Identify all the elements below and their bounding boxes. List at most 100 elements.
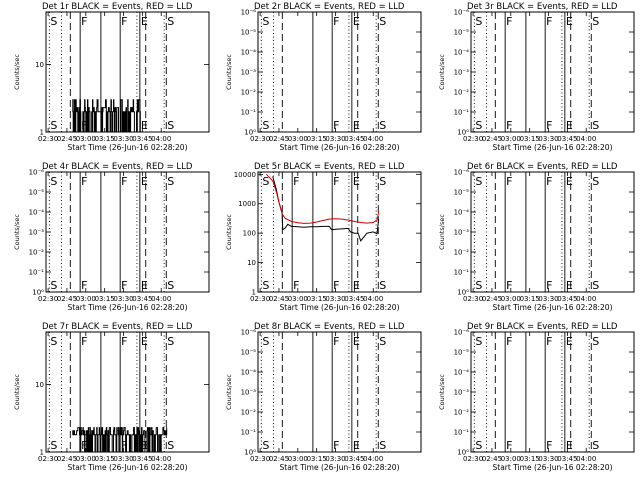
- marker-letter: S: [167, 119, 174, 132]
- y-tick-label: 10: [247, 259, 256, 267]
- y-tick-label: 10⁻⁴: [241, 49, 257, 57]
- marker-letter: S: [592, 119, 599, 132]
- y-tick-label: 10⁻⁵: [241, 349, 257, 357]
- x-tick-label: 03:30: [325, 295, 345, 303]
- y-tick-label: 10⁻⁵: [241, 29, 257, 37]
- marker-letter: F: [506, 175, 512, 188]
- x-axis-label: Start Time (26-Jun-16 02:28:20): [68, 143, 188, 152]
- y-axis-label: Counts/sec: [438, 374, 446, 410]
- y-tick-label: 10⁻³: [454, 229, 470, 237]
- y-tick-label: 10⁰: [457, 129, 469, 137]
- marker-letter: E: [141, 175, 148, 188]
- marker-letter: S: [167, 439, 174, 452]
- marker-letter: S: [379, 15, 386, 28]
- y-tick-label: 10⁻²: [454, 249, 470, 257]
- marker-letter: E: [141, 335, 148, 348]
- y-tick-label: 10⁻¹: [454, 109, 470, 117]
- x-tick-label: 03:00: [288, 295, 308, 303]
- y-tick-label: 10000: [234, 171, 256, 179]
- marker-letter: F: [506, 439, 512, 452]
- marker-letter: F: [546, 119, 552, 132]
- x-tick-label: 03:30: [325, 455, 345, 463]
- y-tick-label: 10⁻³: [241, 69, 257, 77]
- panel-det-7r: Det 7r BLACK = Events, RED = LLDSSFFFFEE…: [13, 322, 210, 472]
- x-tick-label: 03:45: [344, 135, 364, 143]
- panel-det-5r: Det 5r BLACK = Events, RED = LLD S S F F F F E E…: [225, 162, 422, 312]
- series-events: [272, 176, 380, 242]
- plot-frame: [257, 171, 422, 293]
- x-tick-label: 02:30: [250, 455, 270, 463]
- y-tick-label: 10⁻⁶: [454, 329, 470, 337]
- marker-letter: E: [566, 335, 573, 348]
- x-tick-label: 03:15: [520, 135, 540, 143]
- y-tick-label: 10⁻⁵: [454, 349, 470, 357]
- x-tick-label: 03:00: [501, 135, 521, 143]
- marker-letter: F: [121, 439, 127, 452]
- marker-letter: F: [293, 175, 299, 188]
- marker-letter: F: [81, 175, 87, 188]
- y-tick-label: 10⁰: [32, 289, 44, 297]
- x-tick-label: 03:00: [76, 135, 96, 143]
- marker-letter: F: [333, 439, 339, 452]
- marker-letter: F: [121, 15, 127, 28]
- x-tick-label: 03:15: [307, 135, 327, 143]
- y-tick-label: 10⁻⁴: [454, 209, 470, 217]
- marker-letter: S: [50, 175, 57, 188]
- y-tick-label: 10⁰: [457, 289, 469, 297]
- x-tick-label: 03:30: [538, 135, 558, 143]
- marker-letter: S: [379, 439, 386, 452]
- y-axis-label: Counts/sec: [13, 54, 21, 90]
- x-tick-label: 04:00: [151, 135, 171, 143]
- y-tick-label: 1: [40, 449, 44, 457]
- x-tick-label: 03:30: [538, 455, 558, 463]
- y-tick-label: 1: [252, 289, 256, 297]
- marker-letter: F: [121, 335, 127, 348]
- plot-frame: [45, 331, 210, 453]
- marker-letter: S: [50, 335, 57, 348]
- y-axis-label: Counts/sec: [225, 54, 233, 90]
- marker-letter: S: [262, 119, 269, 132]
- x-tick-label: 03:30: [113, 455, 133, 463]
- marker-letter: E: [566, 15, 573, 28]
- y-tick-label: 10⁻¹: [454, 269, 470, 277]
- x-tick-label: 02:30: [38, 295, 58, 303]
- y-axis-label: Counts/sec: [438, 54, 446, 90]
- x-tick-label: 03:45: [132, 295, 152, 303]
- marker-letter: E: [353, 335, 360, 348]
- y-tick-label: 10⁻⁶: [241, 329, 257, 337]
- panel-title: Det 8r BLACK = Events, RED = LLD: [254, 322, 405, 332]
- y-tick-label: 10⁰: [244, 449, 256, 457]
- panel-title: Det 9r BLACK = Events, RED = LLD: [467, 322, 618, 332]
- marker-letter: E: [353, 439, 360, 452]
- y-tick-label: 10⁻⁴: [29, 209, 45, 217]
- x-tick-label: 03:15: [95, 455, 115, 463]
- x-tick-label: 03:15: [95, 135, 115, 143]
- marker-letter: S: [592, 439, 599, 452]
- x-axis-label: Start Time (26-Jun-16 02:28:20): [280, 303, 400, 312]
- y-tick-label: 10⁻²: [29, 249, 45, 257]
- marker-letter: F: [81, 335, 87, 348]
- marker-letter: S: [50, 15, 57, 28]
- marker-letter: S: [167, 175, 174, 188]
- x-tick-label: 03:00: [501, 455, 521, 463]
- marker-letter: S: [379, 279, 386, 292]
- x-tick-label: 03:45: [132, 135, 152, 143]
- y-tick-label: 10⁻⁴: [454, 369, 470, 377]
- marker-letter: F: [546, 335, 552, 348]
- x-tick-label: 03:15: [307, 455, 327, 463]
- marker-letter: F: [333, 175, 339, 188]
- marker-letter: S: [167, 335, 174, 348]
- y-tick-label: 100: [243, 230, 256, 238]
- marker-letter: F: [121, 175, 127, 188]
- y-tick-label: 10⁻¹: [454, 429, 470, 437]
- marker-letter: S: [262, 15, 269, 28]
- x-tick-label: 02:45: [482, 295, 502, 303]
- x-tick-label: 02:30: [38, 455, 58, 463]
- marker-letter: S: [475, 15, 482, 28]
- panel-title: Det 5r BLACK = Events, RED = LLD: [254, 162, 405, 172]
- x-tick-label: 02:30: [250, 295, 270, 303]
- x-tick-label: 03:00: [288, 135, 308, 143]
- y-axis-label: Counts/sec: [225, 374, 233, 410]
- panel-title: Det 2r BLACK = Events, RED = LLD: [254, 2, 405, 12]
- y-tick-label: 10⁻¹: [29, 269, 45, 277]
